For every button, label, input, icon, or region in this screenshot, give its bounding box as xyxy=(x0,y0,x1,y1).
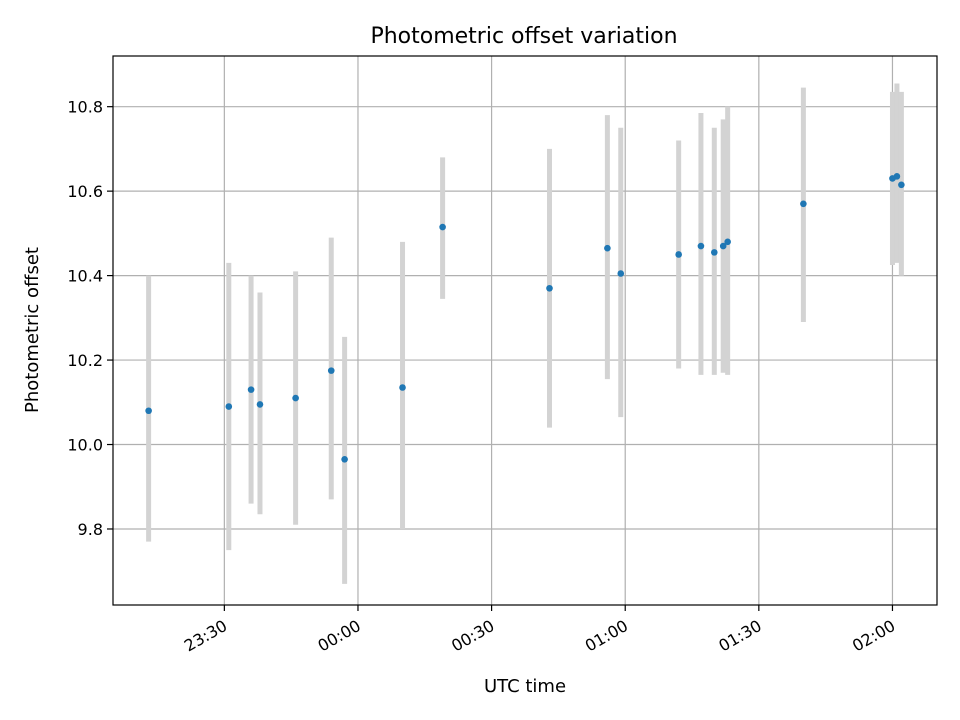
data-point xyxy=(675,251,682,258)
data-point xyxy=(327,367,335,374)
data-point xyxy=(247,386,255,393)
y-tick-label: 10.2 xyxy=(67,351,103,370)
data-point xyxy=(604,244,611,252)
y-tick-label: 10.6 xyxy=(67,182,103,201)
data-point xyxy=(341,456,348,463)
data-point xyxy=(145,407,152,415)
data-point xyxy=(724,238,731,246)
error-bars xyxy=(146,83,904,584)
y-tick-label: 9.8 xyxy=(78,520,103,539)
x-tick-label: 02:00 xyxy=(849,616,898,656)
data-point xyxy=(225,403,233,410)
y-axis-ticks: 9.8 10.0 10.2 10.4 10.6 10.8 xyxy=(67,98,113,539)
data-point xyxy=(546,284,553,292)
x-tick-label: 00:00 xyxy=(315,616,364,656)
x-tick-label: 23:30 xyxy=(181,616,230,656)
grid xyxy=(113,56,937,605)
x-tick-label: 01:00 xyxy=(582,616,631,656)
x-tick-label: 00:30 xyxy=(448,616,497,656)
data-point xyxy=(719,242,727,250)
chart-title: Photometric offset variation xyxy=(370,24,677,49)
data-point xyxy=(893,173,901,180)
data-points xyxy=(145,173,905,463)
plot-frame xyxy=(112,55,938,606)
data-point xyxy=(256,401,264,408)
x-tick-label: 01:30 xyxy=(715,616,764,656)
data-point xyxy=(439,223,446,231)
x-axis-ticks: 23:30 00:00 00:30 01:00 01:30 02:00 xyxy=(181,605,898,656)
data-point xyxy=(710,249,718,256)
y-tick-label: 10.8 xyxy=(67,98,103,117)
x-axis-label: UTC time xyxy=(484,676,566,697)
data-point xyxy=(898,181,905,189)
data-point xyxy=(399,384,406,391)
data-point xyxy=(617,270,625,277)
data-point xyxy=(697,242,705,250)
data-point xyxy=(292,394,299,402)
data-point xyxy=(800,200,807,208)
y-tick-label: 10.4 xyxy=(67,267,103,286)
y-tick-label: 10.0 xyxy=(67,436,103,455)
y-axis-label: Photometric offset xyxy=(22,247,43,413)
